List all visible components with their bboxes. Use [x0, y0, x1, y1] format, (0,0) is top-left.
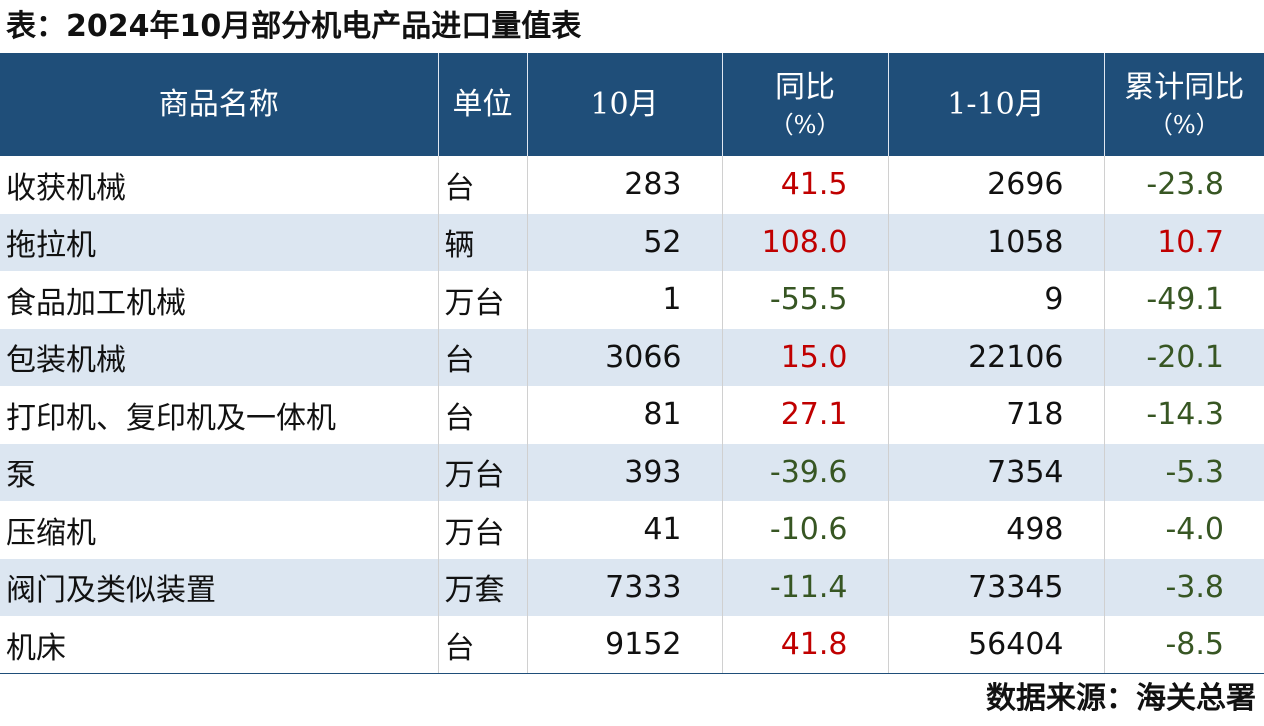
cell-ytd-yoy: -23.8: [1146, 167, 1224, 203]
cell-ytd-yoy: 10.7: [1157, 224, 1224, 260]
table-row: 机床 台 9152 41.8 56404 -8.5: [0, 616, 1264, 674]
table-row: 收获机械 台 283 41.5 2696 -23.8: [0, 156, 1264, 214]
cell-ytd: 7354: [888, 443, 1105, 501]
cell-name: 阀门及类似装置: [0, 558, 439, 616]
header-yoy: 同比 （%）: [722, 53, 889, 156]
cell-yoy: 41.8: [722, 616, 889, 674]
table-header-row: 商品名称 单位 10月 同比 （%） 1-10月 累计同比 （%）: [0, 53, 1264, 156]
cell-yoy: 27.1: [722, 386, 889, 444]
cell-name: 压缩机: [0, 501, 439, 559]
header-name: 商品名称: [0, 53, 439, 156]
table-row: 拖拉机 辆 52 108.0 1058 10.7: [0, 213, 1264, 271]
cell-ytd: 9: [888, 271, 1105, 329]
cell-unit: 万台: [438, 501, 528, 559]
cell-oct: 52: [527, 213, 723, 271]
cell-name: 食品加工机械: [0, 271, 439, 329]
cell-oct: 3066: [527, 328, 723, 386]
cell-oct: 1: [527, 271, 723, 329]
cell-name: 泵: [0, 443, 439, 501]
cell-unit: 台: [438, 386, 528, 444]
cell-ytd: 22106: [888, 328, 1105, 386]
cell-unit: 台: [438, 156, 528, 214]
table-row: 泵 万台 393 -39.6 7354 -5.3: [0, 443, 1264, 501]
cell-yoy: -10.6: [722, 501, 889, 559]
cell-ytd: 1058: [888, 213, 1105, 271]
cell-yoy: 15.0: [722, 328, 889, 386]
cell-unit: 台: [438, 616, 528, 674]
header-ytd: 1-10月: [888, 53, 1105, 156]
cell-name: 拖拉机: [0, 213, 439, 271]
table-row: 压缩机 万台 41 -10.6 498 -4.0: [0, 501, 1264, 559]
cell-unit: 万台: [438, 271, 528, 329]
cell-unit: 万套: [438, 558, 528, 616]
cell-oct: 283: [527, 156, 723, 214]
cell-yoy: -11.4: [722, 558, 889, 616]
header-ytd-yoy-label: 累计同比: [1124, 69, 1245, 105]
cell-yoy: 108.0: [722, 213, 889, 271]
cell-ytd: 2696: [888, 156, 1105, 214]
cell-yoy: -39.6: [722, 443, 889, 501]
table-row: 打印机、复印机及一体机 台 81 27.1 718 -14.3: [0, 386, 1264, 444]
cell-ytd: 718: [888, 386, 1105, 444]
cell-name: 收获机械: [0, 156, 439, 214]
cell-oct: 41: [527, 501, 723, 559]
cell-ytd: 498: [888, 501, 1105, 559]
header-yoy-label: 同比: [775, 69, 835, 105]
cell-ytd: 56404: [888, 616, 1105, 674]
table-row: 包装机械 台 3066 15.0 22106 -20.1: [0, 328, 1264, 386]
cell-unit: 台: [438, 328, 528, 386]
header-ytd-yoy: 累计同比 （%）: [1104, 53, 1264, 156]
cell-yoy: -55.5: [722, 271, 889, 329]
cell-name: 打印机、复印机及一体机: [0, 386, 439, 444]
cell-unit: 万台: [438, 443, 528, 501]
header-oct: 10月: [527, 53, 723, 156]
table-row: 食品加工机械 万台 1 -55.5 9 -49.1: [0, 271, 1264, 329]
page-title: 表：2024年10月部分机电产品进口量值表: [6, 9, 582, 44]
cell-oct: 393: [527, 443, 723, 501]
cell-name: 包装机械: [0, 328, 439, 386]
cell-ytd-yoy: -3.8: [1165, 569, 1224, 605]
header-yoy-unit: （%）: [769, 110, 841, 139]
cell-name: 机床: [0, 616, 439, 674]
import-table: 商品名称 单位 10月 同比 （%） 1-10月 累计同比 （%） 收获机械 台…: [0, 53, 1264, 674]
cell-unit: 辆: [438, 213, 528, 271]
cell-ytd-yoy: -5.3: [1165, 454, 1224, 490]
cell-oct: 9152: [527, 616, 723, 674]
cell-ytd-yoy: -4.0: [1165, 512, 1224, 548]
header-unit: 单位: [438, 53, 528, 156]
header-ytd-yoy-unit: （%）: [1148, 110, 1220, 139]
cell-oct: 81: [527, 386, 723, 444]
data-source-note: 数据来源：海关总署: [986, 681, 1256, 716]
cell-oct: 7333: [527, 558, 723, 616]
cell-ytd-yoy: -20.1: [1146, 339, 1224, 375]
cell-yoy: 41.5: [722, 156, 889, 214]
cell-ytd: 73345: [888, 558, 1105, 616]
cell-ytd-yoy: -49.1: [1146, 282, 1224, 318]
cell-ytd-yoy: -14.3: [1146, 397, 1224, 433]
table-row: 阀门及类似装置 万套 7333 -11.4 73345 -3.8: [0, 558, 1264, 616]
cell-ytd-yoy: -8.5: [1104, 616, 1264, 674]
